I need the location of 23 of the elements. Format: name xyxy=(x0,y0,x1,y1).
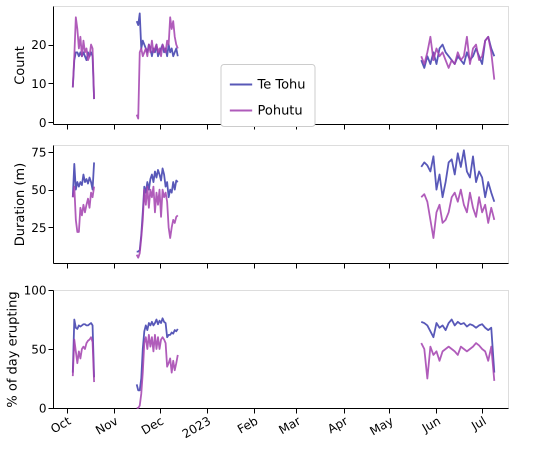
x-tick-label: Apr xyxy=(325,414,350,436)
x-tick-label: Jul xyxy=(468,414,489,434)
x-tick-label: Jun xyxy=(418,414,443,436)
y-tick-label: 50 xyxy=(31,342,46,356)
x-tick-label: Dec xyxy=(138,414,166,438)
y-tick-label: 10 xyxy=(31,77,46,91)
y-tick-label: 75 xyxy=(31,145,46,160)
y-tick-label: 25 xyxy=(31,220,46,235)
y-tick-label: 100 xyxy=(24,284,46,298)
x-tick-label: Feb xyxy=(234,414,260,437)
y-tick-label: 0 xyxy=(38,402,46,416)
x-tick-label: May xyxy=(367,414,396,438)
x-tick-label: Mar xyxy=(276,414,304,438)
y-tick-label: 20 xyxy=(31,38,46,52)
legend-label: Pohutu xyxy=(258,104,303,118)
legend-label: Te Tohu xyxy=(256,78,306,92)
y-tick-label: 50 xyxy=(31,183,46,198)
y-axis-title: Duration (m) xyxy=(13,162,28,246)
y-axis-title: % of day erupting xyxy=(6,291,21,408)
x-tick-label: Oct xyxy=(48,414,74,436)
x-tick-label: Nov xyxy=(93,414,120,438)
y-axis-title: Count xyxy=(13,46,28,85)
y-tick-label: 0 xyxy=(38,116,46,130)
